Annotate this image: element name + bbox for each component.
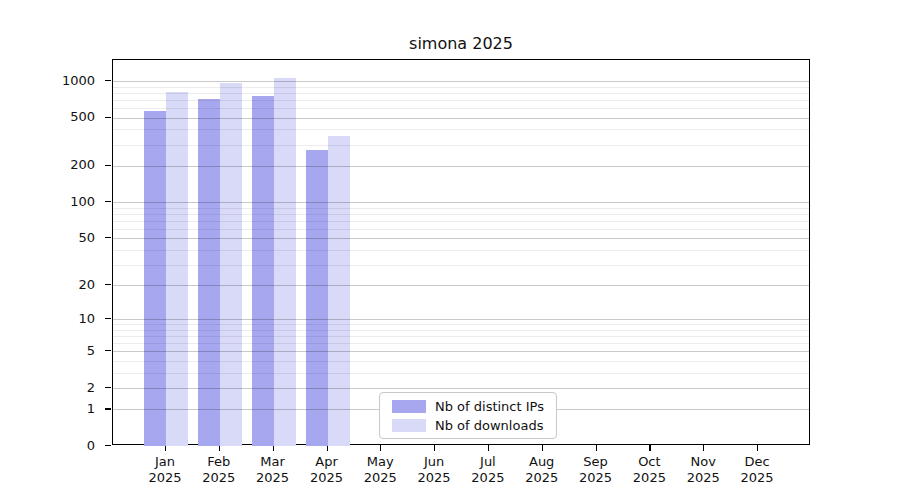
gridline-major — [113, 118, 809, 119]
x-tick-mark — [380, 445, 381, 451]
y-tick-mark — [105, 117, 111, 118]
gridline-minor — [113, 324, 809, 325]
gridline-minor — [113, 330, 809, 331]
y-tick-mark — [105, 165, 111, 166]
legend-row: Nb of downloads — [392, 418, 556, 433]
y-tick-label: 5 — [5, 344, 95, 357]
legend-label-distinct-ips: Nb of distinct IPs — [435, 399, 544, 414]
gridline-minor — [113, 100, 809, 101]
x-tick-label-dec: Dec 2025 — [725, 454, 789, 486]
legend-swatch-downloads — [392, 419, 426, 432]
y-tick-label: 200 — [5, 158, 95, 171]
bar-feb-distinct-ips — [198, 99, 220, 446]
y-tick-label: 0 — [5, 439, 95, 452]
y-axis: 01251020501002005001000 — [0, 59, 112, 445]
bar-jan-distinct-ips — [144, 111, 166, 446]
gridline-minor — [113, 229, 809, 230]
gridline-minor — [113, 145, 809, 146]
x-tick-mark — [703, 445, 704, 451]
legend-swatch-distinct-ips — [392, 400, 426, 413]
bar-mar-distinct-ips — [252, 96, 274, 447]
gridline-minor — [113, 221, 809, 222]
x-tick-mark — [757, 445, 758, 451]
bar-mar-downloads — [274, 78, 296, 446]
gridline-major — [113, 285, 809, 286]
gridline-minor — [113, 108, 809, 109]
gridline-minor — [113, 214, 809, 215]
gridline-major — [113, 238, 809, 239]
plot-area: Nb of distinct IPs Nb of downloads — [112, 59, 810, 445]
x-tick-mark — [434, 445, 435, 451]
gridline-minor — [113, 343, 809, 344]
gridline-minor — [113, 87, 809, 88]
y-tick-label: 1 — [5, 402, 95, 415]
y-tick-mark — [105, 387, 111, 388]
y-tick-mark — [105, 318, 111, 319]
gridline-major — [113, 81, 809, 82]
gridline-minor — [113, 373, 809, 374]
y-tick-label: 100 — [5, 195, 95, 208]
x-tick-mark — [488, 445, 489, 451]
figure: simona 2025 Nb of distinct IPs Nb of dow… — [0, 0, 900, 500]
x-tick-mark — [542, 445, 543, 451]
legend: Nb of distinct IPs Nb of downloads — [379, 392, 557, 439]
x-tick-mark — [596, 445, 597, 451]
gridline-minor — [113, 129, 809, 130]
y-tick-label: 1000 — [5, 74, 95, 87]
gridline-minor — [113, 265, 809, 266]
y-tick-label: 20 — [5, 278, 95, 291]
bar-apr-distinct-ips — [306, 150, 328, 446]
gridline-major — [113, 166, 809, 167]
y-tick-label: 2 — [5, 381, 95, 394]
x-axis: Jan 2025Feb 2025Mar 2025Apr 2025May 2025… — [112, 445, 810, 500]
gridline-minor — [113, 208, 809, 209]
gridline-major — [113, 351, 809, 352]
bar-apr-downloads — [328, 136, 350, 446]
x-tick-mark — [649, 445, 650, 451]
y-tick-mark — [105, 80, 111, 81]
legend-row: Nb of distinct IPs — [392, 399, 556, 414]
gridline-major — [113, 202, 809, 203]
gridline-major — [113, 319, 809, 320]
y-tick-mark — [105, 445, 111, 446]
gridline-minor — [113, 336, 809, 337]
y-tick-mark — [105, 408, 111, 409]
y-tick-mark — [105, 201, 111, 202]
gridline-minor — [113, 93, 809, 94]
y-tick-label: 50 — [5, 231, 95, 244]
chart-title: simona 2025 — [112, 34, 810, 53]
gridline-minor — [113, 361, 809, 362]
y-tick-mark — [105, 284, 111, 285]
legend-label-downloads: Nb of downloads — [435, 418, 543, 433]
y-tick-label: 500 — [5, 110, 95, 123]
y-tick-mark — [105, 350, 111, 351]
gridline-major — [113, 388, 809, 389]
y-tick-label: 10 — [5, 312, 95, 325]
y-tick-mark — [105, 237, 111, 238]
gridline-minor — [113, 250, 809, 251]
